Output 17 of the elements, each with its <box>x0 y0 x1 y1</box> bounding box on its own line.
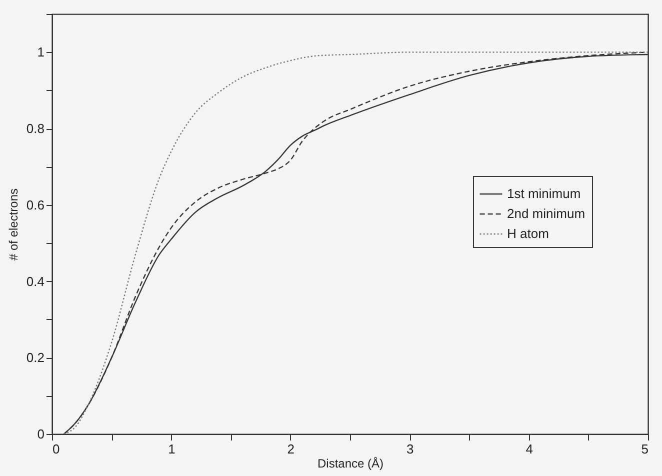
x-tick-label: 4 <box>526 442 533 456</box>
x-tick-label: 1 <box>168 442 176 456</box>
y-tick-label: 0 <box>37 426 44 442</box>
x-tick-label: 5 <box>641 442 648 456</box>
x-tick-label: 2 <box>287 442 295 456</box>
y-tick-label: 0.6 <box>26 197 44 212</box>
y-tick-label: 0.4 <box>26 274 44 289</box>
x-axis-title: Distance (Å) <box>317 456 384 470</box>
y-axis-title: # of electrons <box>6 188 20 261</box>
legend-label: 1st minimum <box>507 186 581 201</box>
x-tick-label: 3 <box>406 442 414 456</box>
y-tick-label: 1 <box>37 44 44 60</box>
legend-label: 2nd minimum <box>507 206 586 221</box>
y-tick-label: 0.8 <box>26 121 44 136</box>
legend-label: H atom <box>507 226 549 241</box>
x-tick-label: 0 <box>52 442 60 456</box>
y-tick-label: 0.2 <box>26 350 44 366</box>
